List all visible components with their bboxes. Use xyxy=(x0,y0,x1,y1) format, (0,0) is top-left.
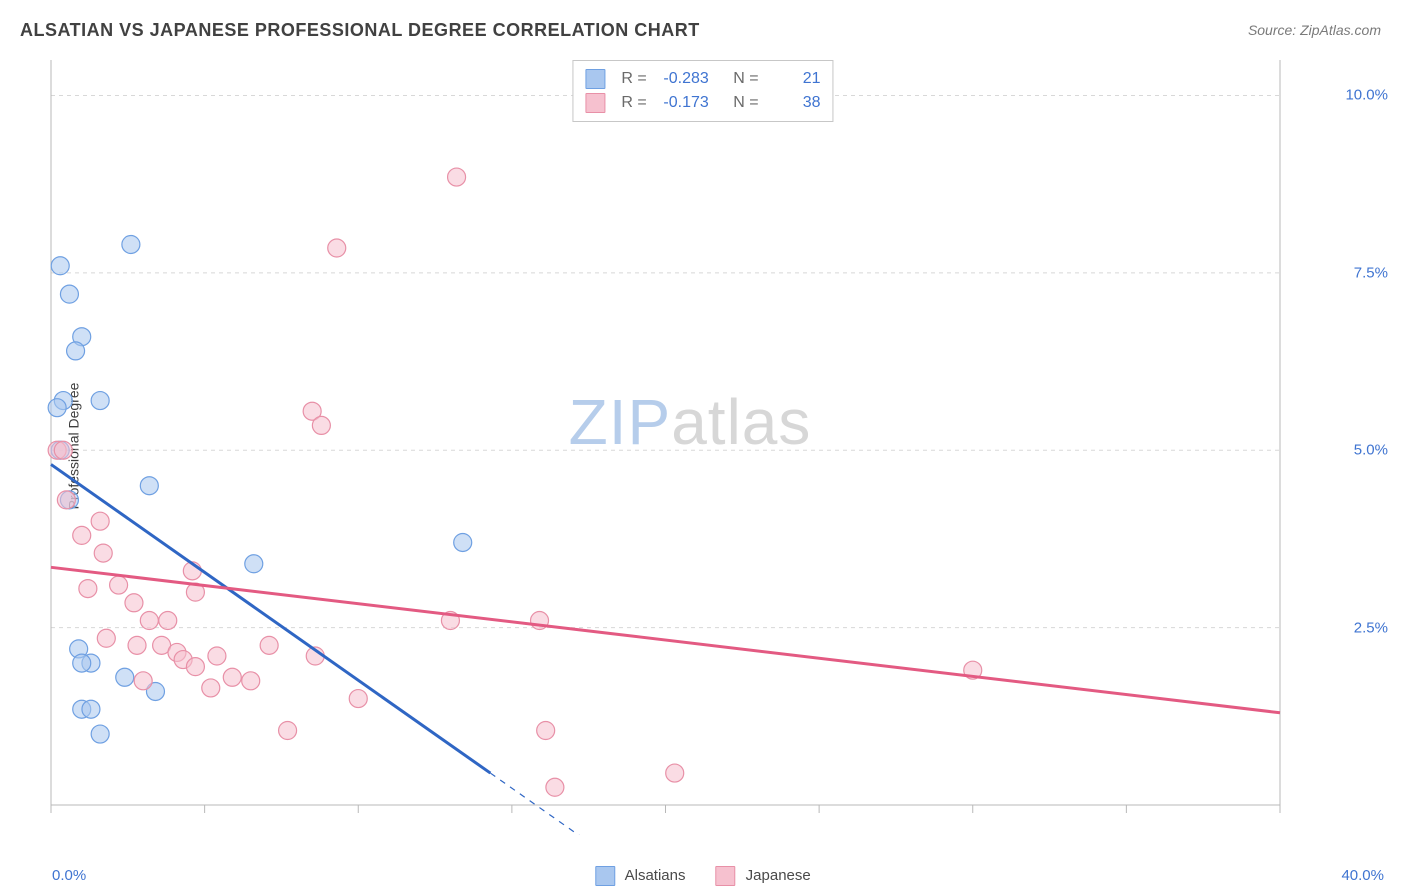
n-value: 38 xyxy=(769,91,821,115)
n-value: 21 xyxy=(769,67,821,91)
r-label: R = xyxy=(621,91,646,115)
x-axis-max-label: 40.0% xyxy=(1341,867,1384,884)
r-value: -0.283 xyxy=(657,67,709,91)
y-tick-label: 2.5% xyxy=(1354,619,1388,636)
legend-swatch-icon xyxy=(595,866,615,886)
correlation-row: R = -0.283 N = 21 xyxy=(585,67,820,91)
r-value: -0.173 xyxy=(657,91,709,115)
correlation-row: R = -0.173 N = 38 xyxy=(585,91,820,115)
x-axis-min-label: 0.0% xyxy=(52,867,86,884)
bottom-legend: Alsatians Japanese xyxy=(595,866,810,886)
source-credit: Source: ZipAtlas.com xyxy=(1248,22,1381,38)
chart-area: ZIPatlas xyxy=(45,55,1335,835)
n-label: N = xyxy=(733,67,758,91)
n-label: N = xyxy=(733,91,758,115)
r-label: R = xyxy=(621,67,646,91)
legend-label: Japanese xyxy=(746,867,811,884)
correlation-legend: R = -0.283 N = 21 R = -0.173 N = 38 xyxy=(572,60,833,122)
y-tick-label: 7.5% xyxy=(1354,264,1388,281)
chart-title: ALSATIAN VS JAPANESE PROFESSIONAL DEGREE… xyxy=(20,20,700,41)
legend-swatch-icon xyxy=(715,866,735,886)
legend-swatch-icon xyxy=(585,69,605,89)
y-tick-label: 5.0% xyxy=(1354,442,1388,459)
legend-swatch-icon xyxy=(585,93,605,113)
y-tick-label: 10.0% xyxy=(1345,87,1388,104)
legend-label: Alsatians xyxy=(625,867,686,884)
page: ALSATIAN VS JAPANESE PROFESSIONAL DEGREE… xyxy=(0,0,1406,892)
legend-item-alsatians: Alsatians xyxy=(595,866,685,886)
scatter-chart xyxy=(45,55,1335,835)
legend-item-japanese: Japanese xyxy=(715,866,810,886)
